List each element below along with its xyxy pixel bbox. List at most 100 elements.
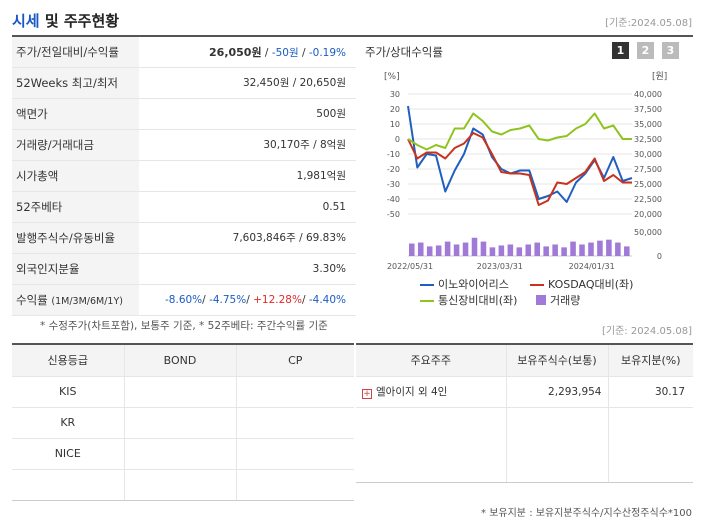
series-line: [407, 132, 632, 206]
volume-bar: [462, 242, 469, 256]
volume-tick-labels: 50,000 0: [634, 228, 662, 261]
right-tick-label: 37,500: [634, 105, 662, 114]
price-change-rate: -0.19%: [308, 46, 346, 59]
cp-rating: [236, 406, 354, 438]
legend-item[interactable]: KOSDAQ대비(좌): [530, 276, 633, 292]
quote-table: 주가/전일대비/수익률 26,050원 / -50원 / -0.19% 52We…: [12, 35, 356, 316]
return-6m: +12.28%: [253, 293, 302, 306]
column-header: 주요주주: [356, 344, 507, 376]
volume-bar: [507, 244, 514, 256]
legend-line-icon: [530, 284, 544, 286]
volume-bar: [489, 247, 496, 256]
current-price: 26,050원: [209, 45, 262, 59]
left-tick-labels: 30 20 10 0 -10 -20 -30 -40 -50: [387, 90, 400, 219]
row-label: 수익률: [16, 292, 48, 307]
legend-box-icon: [536, 295, 546, 305]
major-shareholder-table: 주요주주 보유주식수(보통) 보유지분(%) + 엘아이지 외 4인 2,293,…: [356, 343, 693, 483]
row-label: 52주베타: [12, 191, 139, 222]
legend-line-icon: [420, 300, 434, 302]
table-row: 발행주식수/유동비율 7,603,846주 / 69.83%: [12, 222, 356, 253]
volume-tick-label: 0: [657, 252, 662, 261]
bond-rating: [124, 406, 237, 438]
row-label: 외국인지분율: [12, 253, 139, 284]
table-header-row: 신용등급 BOND CP: [12, 344, 354, 376]
left-axis-label: [%]: [384, 72, 400, 82]
right-tick-label: 40,000: [634, 90, 662, 99]
quote-note: * 수정주가(차트포함), 보통주 기준, * 52주베타: 주간수익률 기준: [40, 320, 328, 332]
table-row: 수익률 (1M/3M/6M/1Y) -8.60%/ -4.75%/ +12.28…: [12, 284, 356, 315]
holder-note: * 보유지분 : 보유지분주식수/지수산정주식수*100: [481, 508, 692, 519]
table-row: 주가/전일대비/수익률 26,050원 / -50원 / -0.19%: [12, 36, 356, 67]
return-1y: -4.40%: [308, 293, 346, 306]
volume-bar: [525, 244, 532, 256]
chart-tab-2[interactable]: 2: [637, 42, 654, 59]
volume-tick-label: 50,000: [634, 228, 662, 237]
volume-bar: [561, 247, 567, 256]
stock-chart: [%] [원] 30 20 10 0 -10 -20 -30 -40 -50 40,000 37,…: [384, 71, 667, 271]
row-label: 주가/전일대비/수익률: [12, 36, 139, 67]
table-row: 52주베타 0.51: [12, 191, 356, 222]
series-line: [407, 112, 632, 151]
table-row: [356, 406, 693, 483]
left-tick-label: -40: [387, 195, 400, 204]
left-tick-label: -50: [387, 210, 400, 219]
x-axis-labels: 2022/05/31 2023/03/31 2024/01/31: [387, 262, 615, 271]
table-row: 액면가 500원: [12, 98, 356, 129]
row-value: 500원: [316, 108, 346, 120]
volume-bar: [409, 243, 415, 256]
right-tick-label: 32,500: [634, 135, 662, 144]
bond-rating: [124, 468, 237, 501]
volume-bar: [417, 242, 424, 256]
left-tick-label: -30: [387, 180, 400, 189]
right-tick-label: 30,000: [634, 150, 662, 159]
row-label: 발행주식수/유동비율: [12, 222, 139, 253]
right-tick-label: 22,500: [634, 195, 662, 204]
legend-item[interactable]: 통신장비대비(좌): [420, 292, 517, 308]
base-date: [기준:2024.05.08]: [605, 18, 692, 29]
x-axis-label: 2023/03/31: [477, 262, 523, 271]
volume-bar: [579, 244, 585, 256]
x-axis-label: 2024/01/31: [569, 262, 615, 271]
right-tick-label: 35,000: [634, 120, 662, 129]
legend-item[interactable]: 거래량: [536, 292, 580, 308]
volume-bar: [480, 241, 487, 256]
volume-bar: [615, 242, 621, 256]
table-row: 거래량/거래대금 30,170주 / 8억원: [12, 129, 356, 160]
table-row: + 엘아이지 외 4인 2,293,954 30.17: [356, 375, 693, 407]
row-label: 시가총액: [12, 160, 139, 191]
volume-bar: [588, 242, 594, 256]
ownership-ratio: 30.17: [608, 375, 693, 407]
cp-rating: [236, 437, 354, 469]
rating-agency: KR: [12, 406, 125, 438]
right-tick-label: 25,000: [634, 180, 662, 189]
rating-agency: NICE: [12, 437, 125, 469]
left-tick-label: 20: [390, 105, 400, 114]
bond-rating: [124, 437, 237, 469]
chart-tab-1[interactable]: 1: [612, 42, 629, 59]
table-row: 외국인지분율 3.30%: [12, 253, 356, 284]
legend-item[interactable]: 이노와이어리스: [420, 276, 509, 292]
table-row: 52Weeks 최고/최저 32,450원 / 20,650원: [12, 67, 356, 98]
volume-bar: [516, 247, 523, 256]
volume-bar: [606, 239, 612, 256]
table-row: 시가총액 1,981억원: [12, 160, 356, 191]
left-tick-label: -20: [387, 165, 400, 174]
right-axis-label: [원]: [652, 71, 667, 82]
shareholder-name[interactable]: 엘아이지 외 4인: [376, 386, 448, 398]
plus-square-icon[interactable]: +: [362, 389, 372, 399]
volume-bar: [624, 246, 630, 256]
chart-tab-3[interactable]: 3: [662, 42, 679, 59]
volume-bar: [435, 245, 442, 256]
x-axis-label: 2022/05/31: [387, 262, 433, 271]
return-1m: -8.60%: [165, 293, 203, 306]
volume-bar: [498, 245, 505, 256]
return-3m: -4.75%: [209, 293, 247, 306]
row-label: 액면가: [12, 98, 139, 129]
row-label: 52Weeks 최고/최저: [12, 67, 139, 98]
table-row: KR: [12, 406, 354, 438]
bond-rating: [124, 375, 237, 407]
left-tick-label: -10: [387, 150, 400, 159]
left-tick-label: 10: [390, 120, 400, 129]
shares-held: 2,293,954: [506, 375, 609, 407]
chart-legend: 이노와이어리스 KOSDAQ대비(좌) 통신장비대비(좌) 거래량: [420, 276, 690, 310]
